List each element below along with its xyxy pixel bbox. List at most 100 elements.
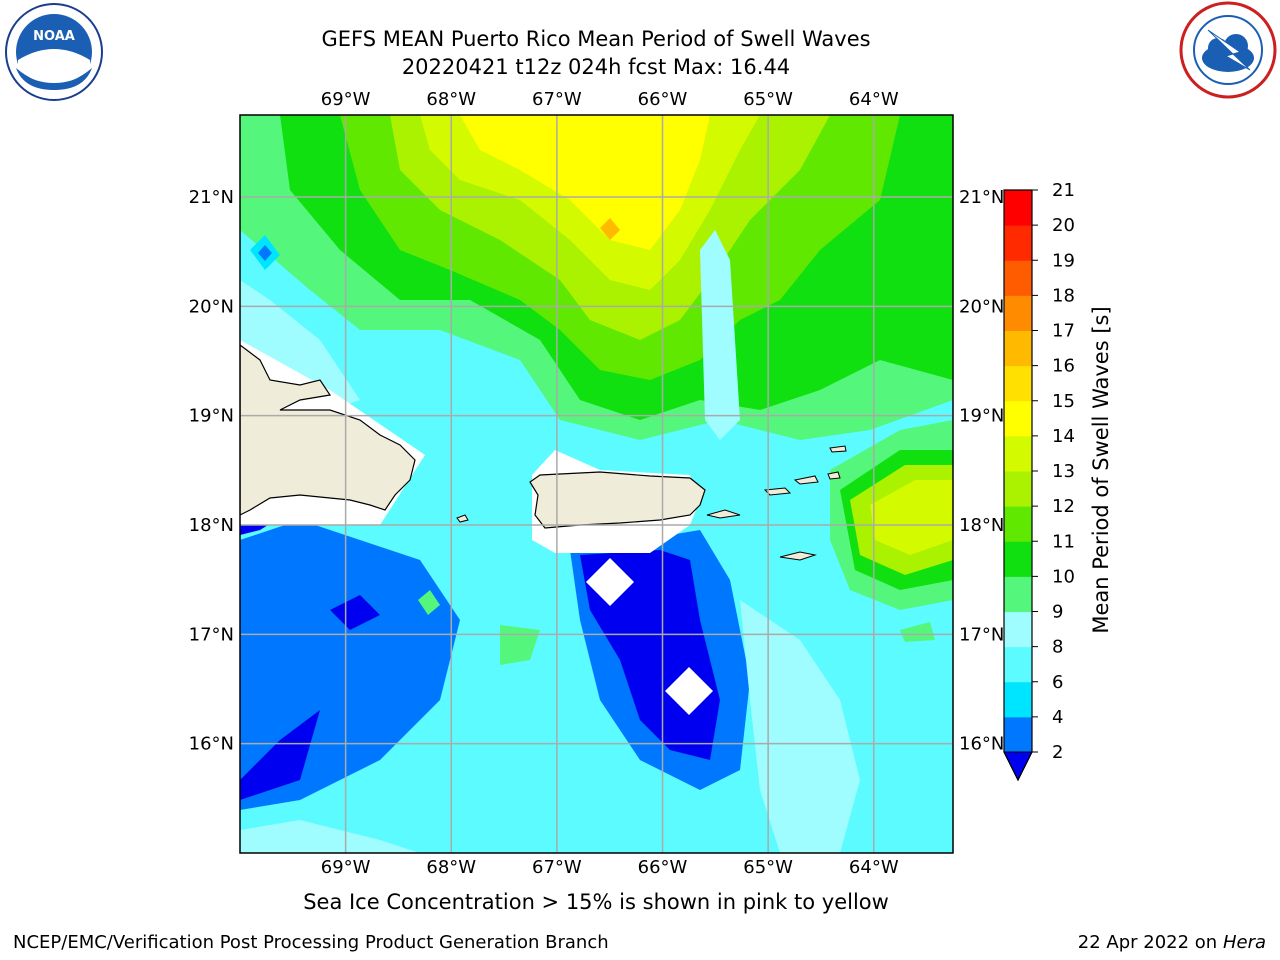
deep-blue-spot [330, 595, 380, 630]
colorbar-swatch [1004, 330, 1032, 367]
machine-name: Hera [1222, 932, 1266, 953]
colorbar-tick-label: 16 [1052, 356, 1075, 377]
virgin-islands-3 [827, 471, 841, 480]
x-tick-label-bottom: 67°W [532, 857, 582, 878]
colorbar-tick-label: 20 [1052, 215, 1075, 236]
colorbar-tick-label: 4 [1052, 707, 1063, 728]
puerto-rico-land [529, 471, 706, 529]
colorbar-swatch [1004, 471, 1032, 507]
svg-text:NOAA: NOAA [33, 29, 75, 44]
colorbar-swatch [1004, 295, 1032, 331]
y-tick-label-left: 20°N [189, 296, 234, 317]
masked-diamond-2 [665, 667, 713, 715]
branch-credit: NCEP/EMC/Verification Post Processing Pr… [13, 932, 609, 953]
colorbar-tick-label: 14 [1052, 426, 1075, 447]
y-tick-label-left: 21°N [189, 187, 234, 208]
y-tick-label-left: 17°N [189, 624, 234, 645]
anegada-island [829, 445, 847, 453]
light-cyan-southwest [240, 820, 420, 853]
deep-blue-west [240, 710, 320, 800]
run-date: 22 Apr 2022 on Hera [1078, 932, 1266, 953]
east-band-13-14 [870, 480, 953, 555]
spot-west-2 [258, 245, 272, 261]
y-tick-label-right: 19°N [959, 406, 1004, 427]
y-tick-label-left: 16°N [189, 734, 234, 755]
x-tick-label-bottom: 64°W [849, 857, 899, 878]
y-tick-label-right: 17°N [959, 624, 1004, 645]
hispaniola-land [240, 344, 416, 516]
colorbar-tick-label: 8 [1052, 637, 1063, 658]
x-tick-label-top: 64°W [849, 89, 899, 110]
noaa-logo: NOAA [4, 2, 104, 102]
chart-subtitle: 20220421 t12z 024h fcst Max: 16.44 [401, 55, 791, 79]
gridlines [240, 115, 953, 853]
colorbar-swatch [1004, 400, 1032, 437]
y-tick-label-right: 21°N [959, 187, 1004, 208]
chart-title: GEFS MEAN Puerto Rico Mean Period of Swe… [321, 27, 871, 51]
colorbar-swatch [1004, 576, 1032, 612]
sea-ice-note: Sea Ice Concentration > 15% is shown in … [303, 890, 889, 914]
colorbar-tick-label: 21 [1052, 180, 1075, 201]
y-tick-label-left: 19°N [189, 406, 234, 427]
light-cyan-southeast [740, 600, 860, 853]
colorbar-label: Mean Period of Swell Waves [s] [1089, 306, 1113, 633]
colorbar-swatch [1004, 541, 1032, 577]
y-tick-label-right: 20°N [959, 296, 1004, 317]
colorbar-swatch [1004, 225, 1032, 261]
x-tick-label-bottom: 68°W [426, 857, 476, 878]
x-tick-label-top: 66°W [638, 89, 688, 110]
x-tick-label-top: 65°W [743, 89, 793, 110]
green-spot-2 [418, 590, 440, 615]
green-spot-3 [900, 622, 935, 642]
x-tick-label-bottom: 66°W [638, 857, 688, 878]
x-tick-label-bottom: 65°W [743, 857, 793, 878]
st-croix-island [779, 551, 817, 561]
colorbar-swatch [1004, 611, 1032, 648]
colorbar-swatch [1004, 365, 1032, 402]
nws-logo [1178, 0, 1278, 100]
colorbar-tick-label: 9 [1052, 602, 1063, 623]
colorbar-tick-label: 11 [1052, 531, 1075, 552]
colorbar: 2 4 6 8 9 10 11 12 13 14 15 16 17 18 19 20 21 [1003, 180, 1075, 782]
colorbar-tick-label: 19 [1052, 250, 1075, 271]
y-tick-label-right: 16°N [959, 734, 1004, 755]
map-area [240, 115, 953, 853]
x-tick-label-bottom: 69°W [321, 857, 371, 878]
colorbar-swatch [1004, 506, 1032, 542]
x-tick-label-top: 68°W [426, 89, 476, 110]
colorbar-tick-label: 17 [1052, 321, 1075, 342]
mona-island [456, 514, 469, 523]
y-tick-label-left: 18°N [189, 515, 234, 536]
colorbar-tick-label: 15 [1052, 391, 1075, 412]
colorbar-frame [1003, 189, 1033, 782]
virgin-islands-2 [793, 475, 819, 485]
x-axis-bottom: 69°W 68°W 67°W 66°W 65°W 64°W [321, 857, 899, 878]
map-frame [239, 114, 954, 854]
y-axis-left: 16°N 17°N 18°N 19°N 20°N 21°N [189, 187, 234, 755]
colorbar-tick-label: 2 [1052, 742, 1063, 763]
colorbar-swatch [1004, 435, 1032, 472]
colorbar-tick-label: 12 [1052, 496, 1075, 517]
y-axis-right: 16°N 17°N 18°N 19°N 20°N 21°N [959, 187, 1004, 755]
colorbar-tick-label: 13 [1052, 461, 1075, 482]
colorbar-swatch [1004, 190, 1032, 226]
colorbar-swatch [1004, 681, 1032, 718]
colorbar-swatch [1004, 260, 1032, 296]
run-date-text: 22 Apr 2022 on [1077, 932, 1223, 953]
colorbar-tick-label: 10 [1052, 566, 1075, 587]
light-cyan-streak [700, 230, 740, 440]
y-tick-label-right: 18°N [959, 515, 1004, 536]
colorbar-tick-label: 6 [1052, 672, 1063, 693]
x-tick-label-top: 67°W [532, 89, 582, 110]
band-14-15 [460, 115, 710, 250]
max-spot [600, 218, 620, 240]
colorbar-under-triangle [1003, 751, 1033, 782]
colorbar-tick-label: 18 [1052, 285, 1075, 306]
masked-diamond-1 [586, 558, 634, 606]
colorbar-swatch [1004, 716, 1032, 753]
x-tick-label-top: 69°W [321, 89, 371, 110]
vieques-island [706, 509, 741, 519]
x-axis-top: 69°W 68°W 67°W 66°W 65°W 64°W [321, 89, 899, 110]
colorbar-swatch [1004, 646, 1032, 683]
